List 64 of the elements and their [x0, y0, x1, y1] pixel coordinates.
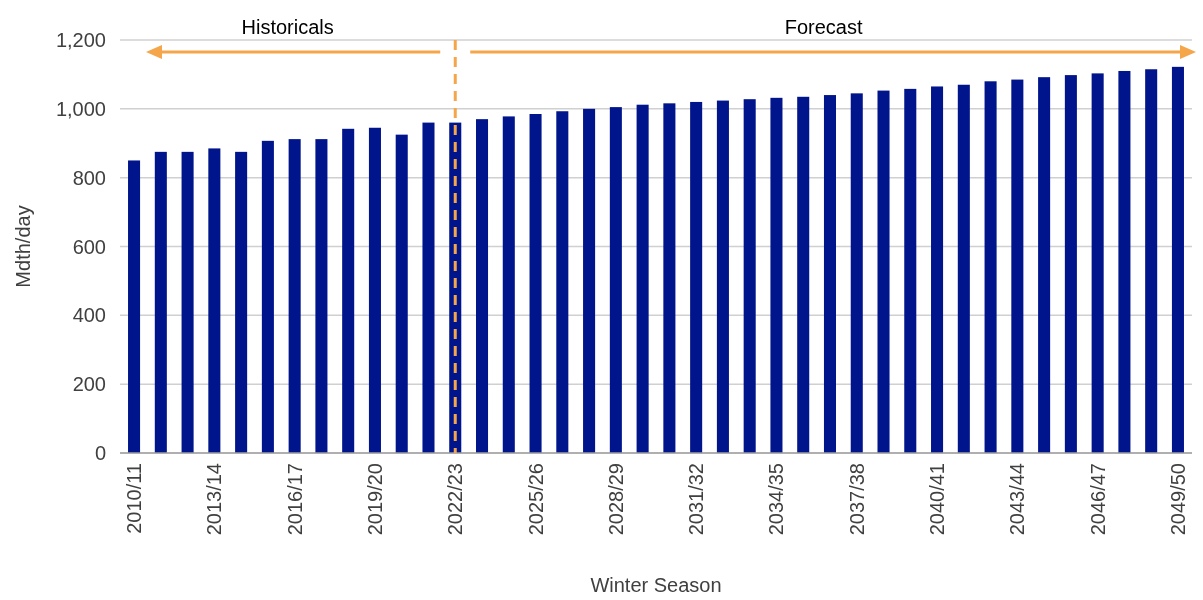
y-tick-label: 1,200 — [55, 29, 106, 51]
bar — [957, 84, 970, 453]
x-tick-label: 2016/17 — [283, 463, 306, 536]
x-tick-label: 2040/41 — [926, 463, 949, 536]
bar — [128, 160, 141, 453]
bar — [476, 119, 489, 453]
bar — [1038, 77, 1051, 453]
bar — [770, 97, 783, 453]
x-tick-label: 2028/29 — [604, 463, 627, 536]
bar — [368, 127, 381, 453]
bar — [288, 139, 301, 453]
bar — [154, 151, 167, 453]
bar — [609, 107, 622, 453]
bar — [502, 116, 515, 453]
x-tick-label: 2019/20 — [363, 463, 386, 536]
bar — [850, 93, 863, 453]
y-tick-label: 0 — [94, 442, 106, 464]
bar — [636, 104, 649, 453]
bar — [208, 148, 221, 453]
x-tick-label: 2037/38 — [845, 463, 868, 536]
bar — [1091, 73, 1104, 453]
bar — [797, 96, 810, 453]
bar — [877, 90, 890, 453]
bar — [743, 99, 756, 453]
x-tick-label: 2043/44 — [1006, 463, 1029, 536]
bar — [1118, 70, 1131, 453]
bar — [529, 114, 542, 453]
y-tick-label: 1,000 — [55, 97, 106, 120]
bar — [984, 81, 997, 453]
x-tick-label: 2010/11 — [123, 463, 146, 534]
bar — [716, 100, 729, 453]
bar — [422, 122, 435, 453]
x-tick-label: 2031/32 — [685, 463, 708, 536]
bar — [690, 101, 703, 453]
bar — [235, 151, 248, 453]
x-tick-label: 2049/50 — [1166, 463, 1189, 536]
x-tick-label: 2022/23 — [444, 463, 467, 536]
x-tick-label: 2025/26 — [524, 463, 547, 536]
bar — [395, 134, 408, 453]
bar — [1011, 79, 1024, 453]
bar — [556, 111, 569, 453]
bar — [823, 95, 836, 453]
x-tick-label: 2046/47 — [1086, 463, 1109, 536]
bar — [315, 139, 328, 453]
bar — [1145, 69, 1158, 453]
y-axis-title: Mdth/day — [12, 205, 34, 288]
y-tick-label: 200 — [72, 373, 106, 396]
bar — [583, 108, 596, 453]
y-tick-label: 800 — [72, 166, 106, 189]
x-tick-label: 2013/14 — [203, 463, 226, 536]
bar — [1171, 66, 1184, 453]
text: Historicals — [241, 16, 334, 38]
bar — [261, 140, 274, 453]
x-tick-label: 2034/35 — [765, 463, 788, 536]
x-axis-title: Winter Season — [590, 574, 722, 596]
bar — [931, 86, 944, 453]
y-tick-label: 400 — [72, 304, 106, 327]
y-tick-label: 600 — [72, 235, 106, 258]
bar — [663, 103, 676, 453]
bar — [181, 151, 194, 453]
bar — [1064, 75, 1077, 453]
bar — [904, 88, 917, 453]
bar — [342, 128, 355, 453]
text: Forecast — [784, 16, 863, 38]
